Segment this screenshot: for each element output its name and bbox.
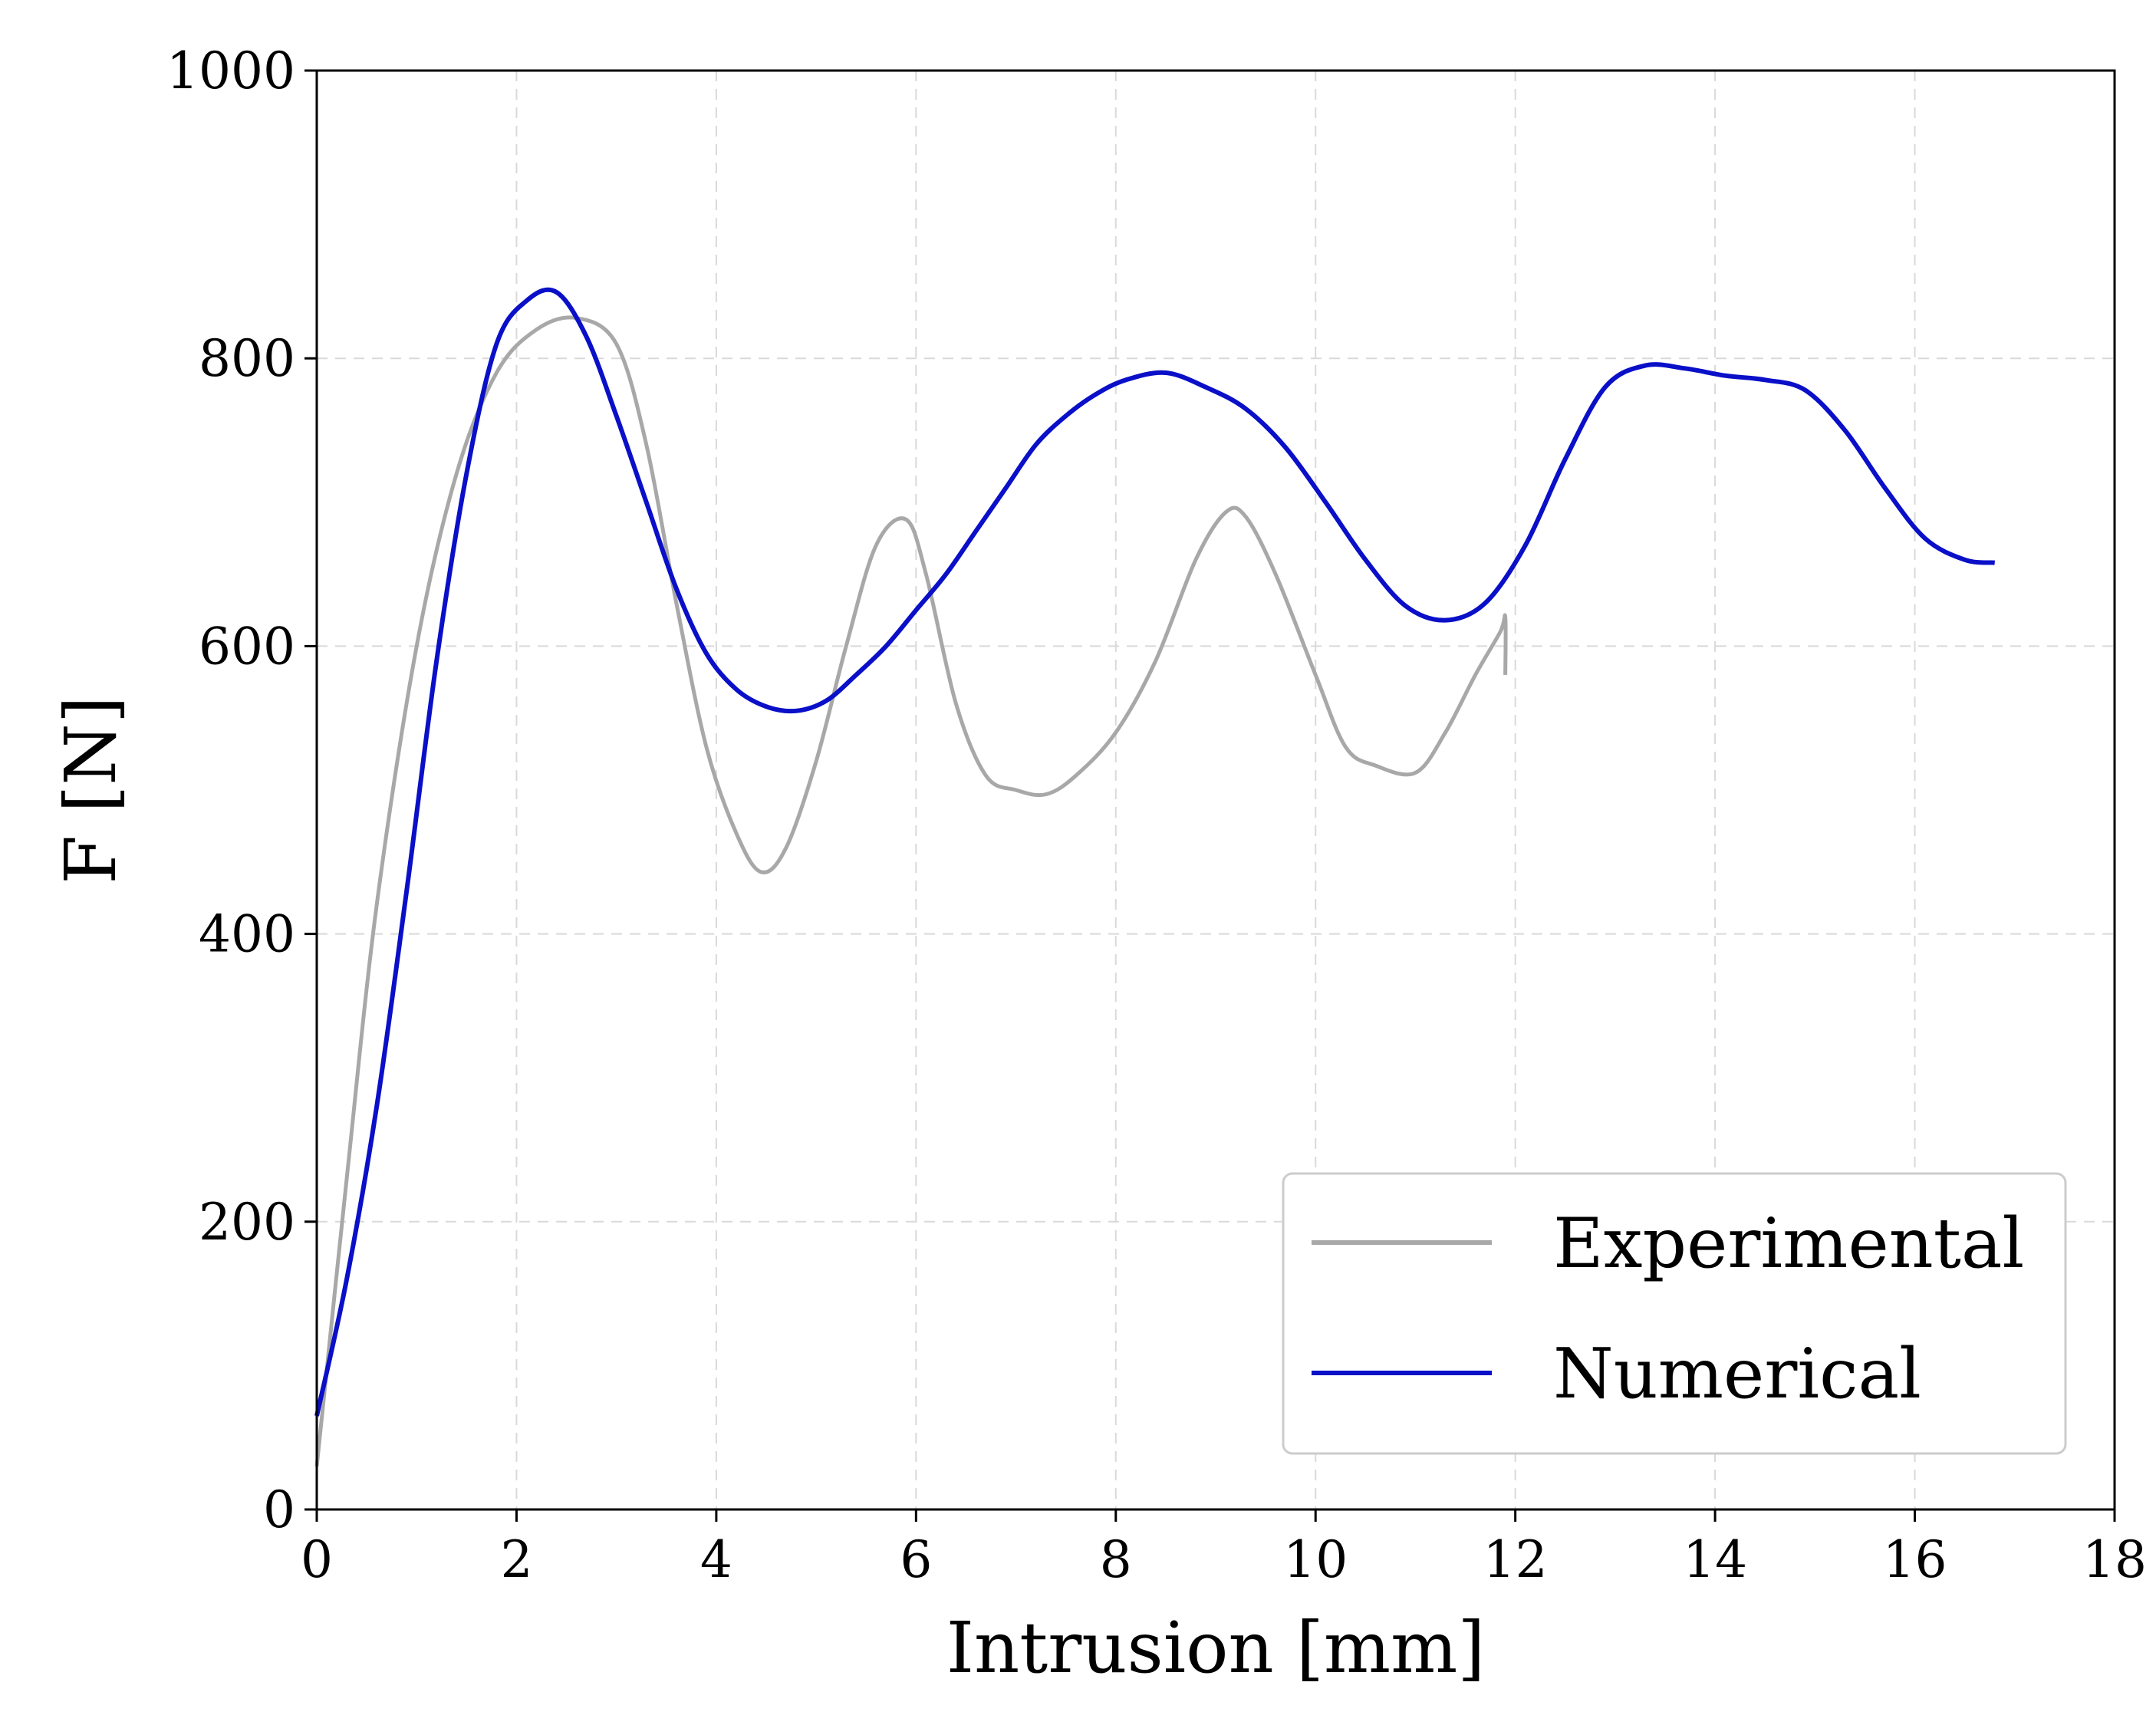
y-tick-label: 200 xyxy=(199,1193,295,1252)
x-tick-label: 14 xyxy=(1683,1530,1747,1589)
y-axis-label: F [N] xyxy=(50,696,132,884)
y-tick-label: 800 xyxy=(199,329,295,388)
y-tick-label: 600 xyxy=(199,617,295,676)
series-line-numerical xyxy=(314,287,1996,1417)
x-axis-label: Intrusion [mm] xyxy=(946,1607,1486,1689)
plot-area-frame xyxy=(315,69,2116,1511)
x-tick-label: 10 xyxy=(1283,1530,1348,1589)
ticks: 0 2 4 6 8 10 12 14 16 18 0 200 400 600 800 1000 xyxy=(166,41,2147,1589)
x-tick-label: 16 xyxy=(1883,1530,1947,1589)
x-tick-label: 4 xyxy=(700,1530,732,1589)
x-tick-label: 2 xyxy=(500,1530,532,1589)
legend-label-experimental: Experimental xyxy=(1553,1203,2024,1284)
x-tick-label: 0 xyxy=(301,1530,333,1589)
legend-label-numerical: Numerical xyxy=(1553,1334,1921,1414)
y-tick-label: 400 xyxy=(199,905,295,964)
legend: Experimental Numerical xyxy=(1282,1172,2067,1455)
x-tick-label: 12 xyxy=(1483,1530,1548,1589)
y-tick-label: 0 xyxy=(263,1480,295,1539)
x-tick-label: 8 xyxy=(1100,1530,1132,1589)
series-layer xyxy=(314,287,1996,1467)
x-tick-label: 18 xyxy=(2082,1530,2147,1589)
x-tick-label: 6 xyxy=(900,1530,932,1589)
y-tick-label: 1000 xyxy=(166,41,295,100)
series-line-experimental xyxy=(314,315,1508,1467)
